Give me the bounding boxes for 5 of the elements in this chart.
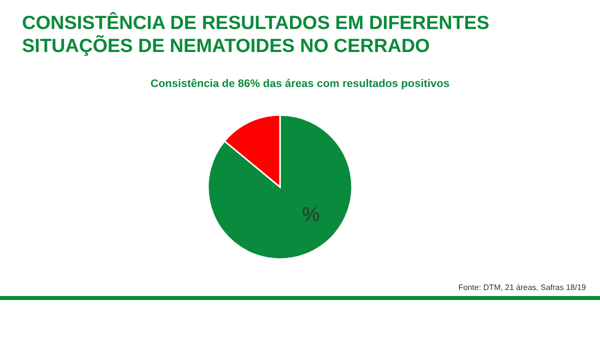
chart-title: CONSISTÊNCIA DE RESULTADOS EM DIFERENTES SITUAÇÕES DE NEMATOIDES NO CERRADO (22, 12, 490, 58)
chart-subtitle: Consistência de 86% das áreas com resultados positivos (150, 78, 450, 90)
source-note: Fonte: DTM, 21 áreas, Safras 18/19 (458, 283, 586, 292)
pie-slice (207, 114, 353, 260)
text: % (302, 204, 320, 227)
